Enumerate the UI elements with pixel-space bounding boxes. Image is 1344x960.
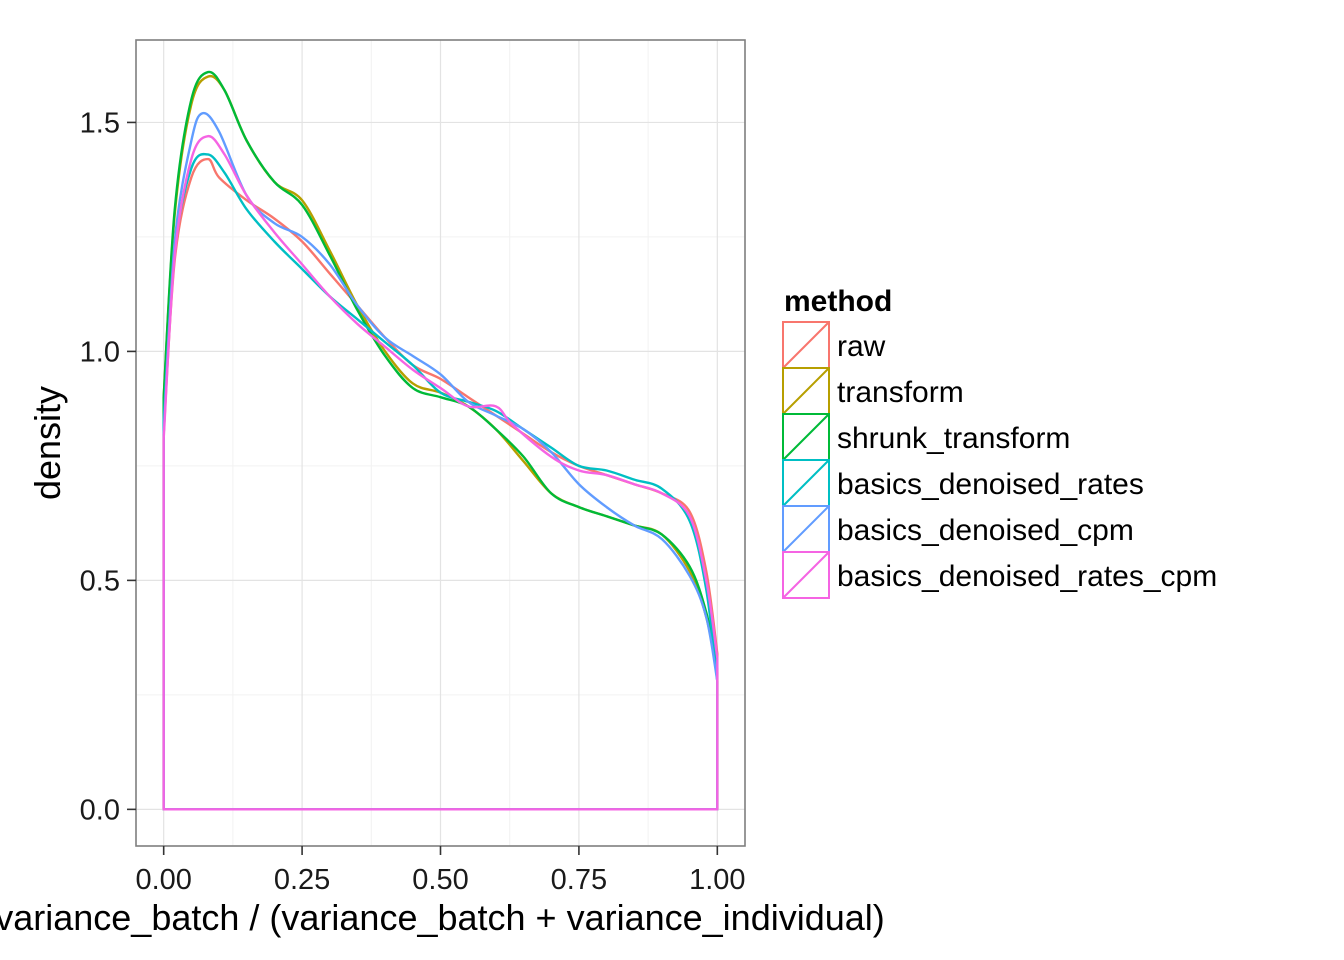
density-series-layer — [162, 70, 719, 811]
x-tick-label: 0.50 — [412, 864, 468, 896]
x-tick-label: 0.25 — [274, 864, 330, 896]
legend-label: basics_denoised_cpm — [837, 514, 1134, 547]
legend-title: method — [784, 285, 892, 318]
y-axis-title: density — [27, 386, 68, 500]
x-tick-label: 1.00 — [689, 864, 745, 896]
series-basics_denoised_rates — [162, 152, 719, 811]
x-tick-label: 0.00 — [135, 864, 191, 896]
y-tick-label: 0.5 — [80, 565, 120, 597]
legend-key-line — [782, 321, 830, 369]
x-tick-label: 0.75 — [551, 864, 607, 896]
legend: method raw transform shrunk_transformbasic… — [782, 285, 1217, 599]
legend-item-shrunk_transform: shrunk_transform — [782, 413, 1070, 461]
legend-label: basics_denoised_rates — [837, 468, 1144, 501]
legend-key-line — [782, 459, 830, 507]
legend-item-basics_denoised_rates_cpm: basics_denoised_rates_cpm — [782, 551, 1217, 599]
legend-item-basics_denoised_cpm: basics_denoised_cpm — [782, 505, 1134, 553]
x-axis-title: variance_batch / (variance_batch + varia… — [0, 897, 885, 938]
legend-label: basics_denoised_rates_cpm — [837, 560, 1217, 593]
legend-key-line — [782, 505, 830, 553]
legend-item-transform: transform — [782, 367, 964, 415]
legend-label: shrunk_transform — [837, 422, 1070, 455]
legend-key-line — [782, 551, 830, 599]
legend-item-raw: raw — [782, 321, 886, 369]
legend-key-line — [782, 413, 830, 461]
legend-item-basics_denoised_rates: basics_denoised_rates — [782, 459, 1144, 507]
series-basics_denoised_cpm — [162, 111, 719, 811]
y-tick-label: 1.5 — [80, 107, 120, 139]
y-tick-label: 1.0 — [80, 336, 120, 368]
y-tick-label: 0.0 — [80, 794, 120, 826]
legend-label: transform — [837, 376, 964, 409]
x-axis: 0.00 0.25 0.50 0.75 1.00 — [135, 846, 746, 896]
y-axis: 0.0 0.5 1.0 1.5 — [80, 107, 136, 826]
legend-label: raw — [837, 330, 886, 363]
legend-key-line — [782, 367, 830, 415]
series-basics_denoised_rates_cpm — [162, 134, 719, 811]
